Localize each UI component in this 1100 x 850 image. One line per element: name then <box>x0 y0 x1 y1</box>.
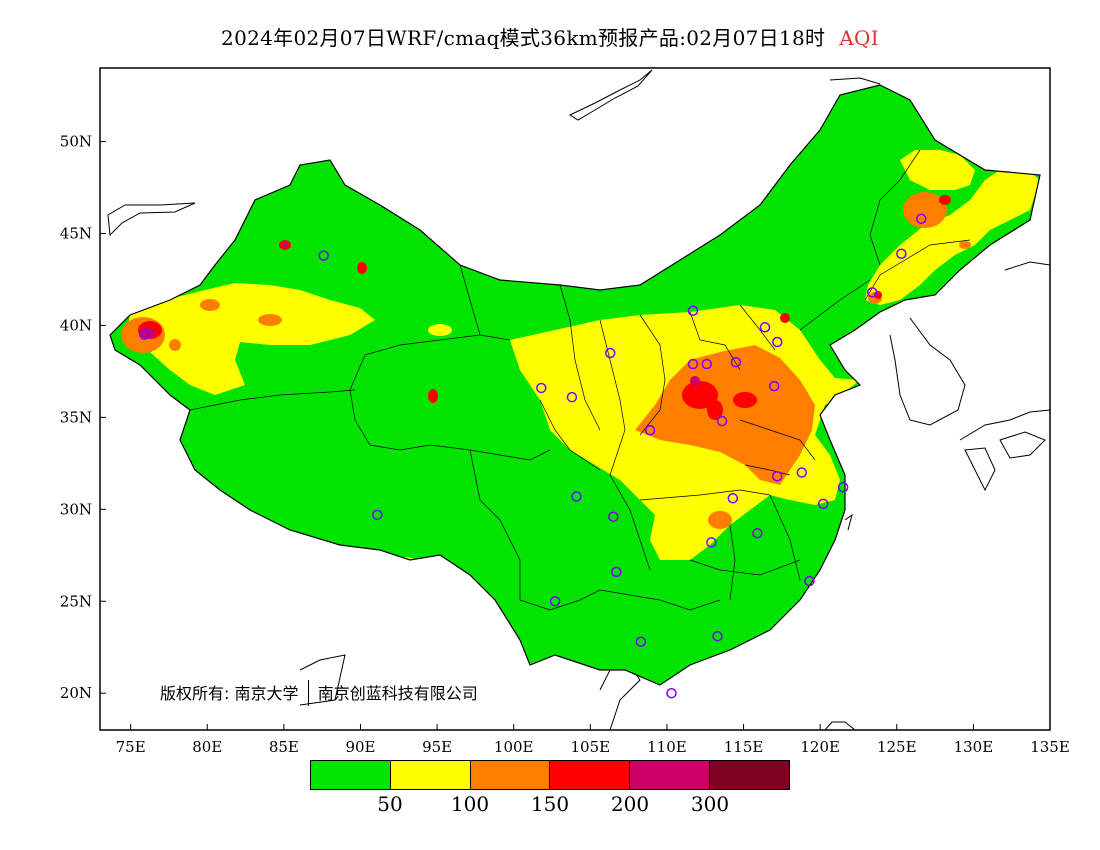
copyright-org-1: 南京大学 <box>234 684 299 703</box>
aqi-field <box>110 85 1040 685</box>
copyright-divider-icon <box>307 680 309 706</box>
lon-tick-label: 90E <box>345 738 375 756</box>
lon-tick-label: 80E <box>192 738 222 756</box>
lon-tick-label: 130E <box>954 738 994 756</box>
aqi-legend <box>310 760 790 790</box>
legend-swatch <box>550 761 631 789</box>
copyright-notice: 版权所有: 南京大学 南京创蓝科技有限公司 <box>160 680 478 706</box>
station-marker <box>644 425 656 436</box>
copyright-label: 版权所有: <box>160 684 230 703</box>
lat-tick-label: 30N <box>60 500 92 518</box>
station-marker <box>372 509 383 521</box>
lat-tick-label: 20N <box>60 684 92 702</box>
station-marker <box>549 596 561 607</box>
station-marker <box>701 358 713 370</box>
legend-swatch <box>630 761 711 789</box>
station-marker <box>604 347 616 359</box>
station-marker <box>752 527 763 539</box>
lon-tick-label: 135E <box>1030 738 1070 756</box>
lon-tick-label: 105E <box>571 738 611 756</box>
title-variable: AQI <box>839 26 879 50</box>
province-borders <box>189 149 971 611</box>
station-marker <box>896 248 907 259</box>
legend-label: 50 <box>377 792 403 816</box>
lon-tick-label: 95E <box>422 738 452 756</box>
station-marker <box>817 498 829 510</box>
station-marker <box>611 566 622 578</box>
lat-tick-label: 40N <box>60 316 92 334</box>
station-marker <box>772 470 783 482</box>
lat-tick-label: 35N <box>60 408 92 426</box>
lon-tick-label: 110E <box>647 738 687 756</box>
station-marker <box>706 537 717 548</box>
station-marker <box>635 636 647 647</box>
legend-swatch <box>710 761 789 789</box>
lon-tick-label: 125E <box>877 738 917 756</box>
legend-label: 300 <box>690 792 730 816</box>
lon-tick-label: 120E <box>800 738 840 756</box>
station-marker <box>804 575 815 587</box>
station-marker <box>712 630 723 642</box>
lat-tick-label: 25N <box>60 592 92 610</box>
station-marker <box>796 467 808 478</box>
station-marker <box>571 491 582 502</box>
map-frame <box>99 67 1051 731</box>
station-marker <box>916 213 927 225</box>
legend-swatch <box>390 761 471 789</box>
station-marker <box>666 687 677 699</box>
station-marker <box>772 336 783 348</box>
legend-label: 200 <box>610 792 650 816</box>
lon-tick-label: 85E <box>269 738 299 756</box>
station-marker <box>867 287 878 298</box>
lon-tick-label: 115E <box>724 738 764 756</box>
station-marker <box>716 415 728 427</box>
aqi-legend-labels: 50 100 150 200 300 <box>310 792 790 818</box>
title-main: 2024年02月07日WRF/cmaq模式36km预报产品:02月07日18时 <box>221 26 826 50</box>
station-marker <box>139 329 150 340</box>
station-marker <box>727 493 739 504</box>
station-marker <box>837 482 849 493</box>
neighbor-outlines <box>107 69 1050 730</box>
station-marker <box>759 322 771 333</box>
station-marker <box>730 356 742 368</box>
map-title: 2024年02月07日WRF/cmaq模式36km预报产品:02月07日18时 A… <box>0 22 1100 51</box>
lat-tick-label: 50N <box>60 133 92 151</box>
station-marker <box>566 391 578 403</box>
lon-tick-label: 100E <box>494 738 534 756</box>
station-marker <box>318 250 329 261</box>
station-marker <box>768 380 780 392</box>
station-markers <box>139 213 927 699</box>
latitude-axis: 50N 45N 40N 35N 30N 25N 20N <box>60 133 106 702</box>
legend-swatch <box>311 761 391 789</box>
legend-swatch <box>470 761 551 789</box>
copyright-org-2: 南京创蓝科技有限公司 <box>317 684 478 703</box>
lat-tick-label: 45N <box>60 225 92 243</box>
legend-label: 150 <box>530 792 570 816</box>
station-marker <box>687 358 699 370</box>
station-marker <box>536 382 547 394</box>
lon-tick-label: 75E <box>116 738 146 756</box>
legend-label: 100 <box>450 792 490 816</box>
longitude-axis: 75E 80E 85E 90E 95E 100E 105E 110E 115E 120E 125E 1… <box>116 724 1070 756</box>
station-marker <box>687 305 699 316</box>
station-marker <box>608 511 619 522</box>
